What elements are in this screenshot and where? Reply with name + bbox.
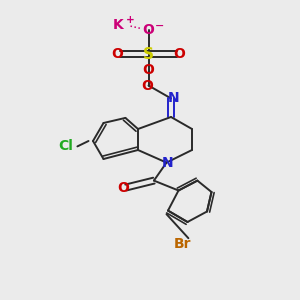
Text: Cl: Cl: [58, 140, 73, 153]
Text: O: O: [118, 181, 130, 194]
Text: O: O: [142, 64, 154, 77]
Text: +: +: [125, 15, 134, 25]
Text: −: −: [155, 20, 165, 31]
Text: K: K: [113, 18, 124, 32]
Text: O: O: [173, 47, 185, 61]
Text: O: O: [142, 23, 154, 37]
Text: Br: Br: [174, 237, 191, 250]
Text: N: N: [162, 156, 174, 170]
Text: N: N: [168, 92, 179, 105]
Text: S: S: [143, 46, 154, 62]
Text: O: O: [112, 47, 124, 61]
Text: O: O: [141, 79, 153, 92]
